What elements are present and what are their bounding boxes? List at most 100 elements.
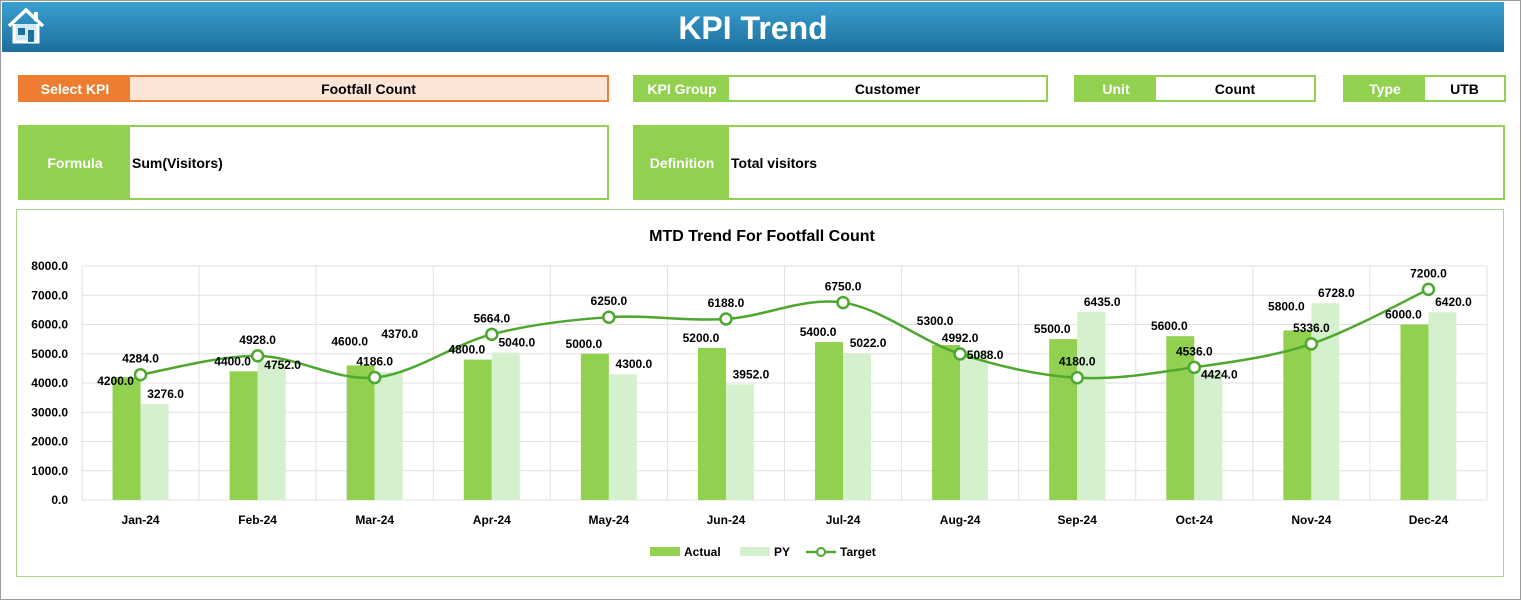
y-tick-label: 1000.0	[31, 464, 68, 478]
py-data-label: 4752.0	[264, 358, 301, 372]
target-data-label: 6750.0	[825, 280, 862, 294]
x-tick-label: Jun-24	[707, 513, 746, 527]
actual-data-label: 4200.0	[97, 374, 134, 388]
bar-actual	[1049, 339, 1078, 500]
target-marker	[1304, 337, 1319, 351]
select-kpi-label: Select KPI	[20, 77, 130, 100]
actual-data-label: 5200.0	[683, 331, 720, 345]
target-data-label: 4928.0	[239, 333, 276, 347]
actual-data-label: 4400.0	[214, 354, 251, 368]
target-marker	[719, 312, 733, 326]
legend-actual-swatch	[650, 547, 680, 556]
x-tick-label: Mar-24	[355, 513, 394, 527]
formula-field: Formula Sum(Visitors)	[18, 125, 609, 200]
bar-py	[1428, 312, 1457, 500]
target-data-label: 4186.0	[356, 355, 393, 369]
py-data-label: 5040.0	[498, 336, 535, 350]
y-tick-label: 8000.0	[31, 259, 68, 273]
py-data-label: 3952.0	[733, 367, 770, 381]
bar-py	[1194, 370, 1223, 500]
unit-field: Unit Count	[1074, 75, 1316, 102]
bar-actual	[229, 371, 258, 500]
actual-data-label: 5800.0	[1268, 299, 1305, 313]
definition-field: Definition Total visitors	[633, 125, 1505, 200]
x-tick-label: Oct-24	[1176, 513, 1214, 527]
bar-actual	[815, 342, 844, 500]
actual-data-label: 4600.0	[331, 334, 368, 348]
bar-actual	[932, 344, 961, 500]
legend-target-label: Target	[840, 545, 876, 559]
header-bar: KPI Trend	[2, 2, 1504, 52]
bar-py	[843, 353, 872, 500]
y-tick-label: 3000.0	[31, 405, 68, 419]
bar-py	[960, 351, 989, 500]
x-tick-label: Dec-24	[1409, 513, 1449, 527]
legend-target-marker	[816, 547, 826, 557]
x-tick-label: Sep-24	[1058, 513, 1098, 527]
target-marker	[836, 295, 850, 310]
target-marker	[602, 310, 616, 324]
py-data-label: 5022.0	[850, 336, 887, 350]
bar-actual	[1283, 330, 1312, 500]
formula-value: Sum(Visitors)	[130, 127, 607, 198]
y-tick-label: 7000.0	[31, 288, 68, 302]
target-marker	[133, 367, 148, 382]
y-tick-label: 4000.0	[31, 376, 68, 390]
bar-actual	[346, 365, 375, 500]
chart-title: MTD Trend For Footfall Count	[649, 228, 875, 245]
actual-data-label: 5300.0	[917, 314, 954, 328]
py-data-label: 6728.0	[1318, 286, 1355, 300]
bar-py	[1077, 311, 1106, 500]
chart-container	[16, 209, 1504, 577]
select-kpi-dropdown[interactable]: Footfall Count	[130, 77, 607, 100]
kpi-group-value: Customer	[729, 77, 1046, 100]
py-data-label: 6435.0	[1084, 295, 1121, 309]
actual-data-label: 4800.0	[448, 343, 485, 357]
x-tick-label: Apr-24	[473, 513, 511, 527]
bar-actual	[112, 377, 141, 500]
target-data-label: 4284.0	[122, 352, 159, 366]
target-data-label: 7200.0	[1410, 266, 1447, 280]
select-kpi-field[interactable]: Select KPI Footfall Count	[18, 75, 609, 102]
x-tick-label: May-24	[589, 513, 630, 527]
py-data-label: 5088.0	[967, 348, 1004, 362]
target-data-label: 6188.0	[708, 296, 745, 310]
target-data-label: 4536.0	[1176, 344, 1213, 358]
target-marker	[1421, 282, 1436, 297]
bar-actual	[580, 353, 609, 500]
target-data-label: 4992.0	[942, 331, 979, 345]
target-data-label: 5336.0	[1293, 321, 1330, 335]
target-data-label: 5664.0	[473, 311, 510, 325]
target-marker	[953, 347, 967, 361]
target-data-label: 4180.0	[1059, 355, 1096, 369]
actual-data-label: 5400.0	[800, 325, 837, 339]
y-tick-label: 6000.0	[31, 318, 68, 332]
definition-value: Total visitors	[729, 127, 1503, 198]
legend-actual-label: Actual	[684, 545, 721, 559]
legend-py-swatch	[740, 547, 770, 556]
definition-label: Definition	[635, 127, 729, 198]
kpi-group-label: KPI Group	[635, 77, 729, 100]
type-label: Type	[1345, 77, 1425, 100]
bar-actual	[1400, 324, 1429, 500]
target-line	[140, 288, 1429, 380]
bar-py	[257, 361, 286, 500]
unit-value: Count	[1156, 77, 1314, 100]
bar-actual	[463, 359, 492, 500]
y-tick-label: 2000.0	[31, 435, 68, 449]
bar-py	[491, 352, 520, 500]
home-icon[interactable]	[6, 6, 46, 46]
target-marker	[1070, 370, 1084, 385]
actual-data-label: 6000.0	[1385, 308, 1422, 322]
target-marker	[250, 349, 265, 363]
kpi-group-field: KPI Group Customer	[633, 75, 1048, 102]
target-marker	[1187, 360, 1202, 375]
legend-py-label: PY	[774, 545, 790, 559]
bar-actual	[697, 347, 726, 500]
y-tick-label: 5000.0	[31, 347, 68, 361]
unit-label: Unit	[1076, 77, 1156, 100]
type-field: Type UTB	[1343, 75, 1506, 102]
x-tick-label: Feb-24	[238, 513, 277, 527]
py-data-label: 3276.0	[147, 387, 184, 401]
